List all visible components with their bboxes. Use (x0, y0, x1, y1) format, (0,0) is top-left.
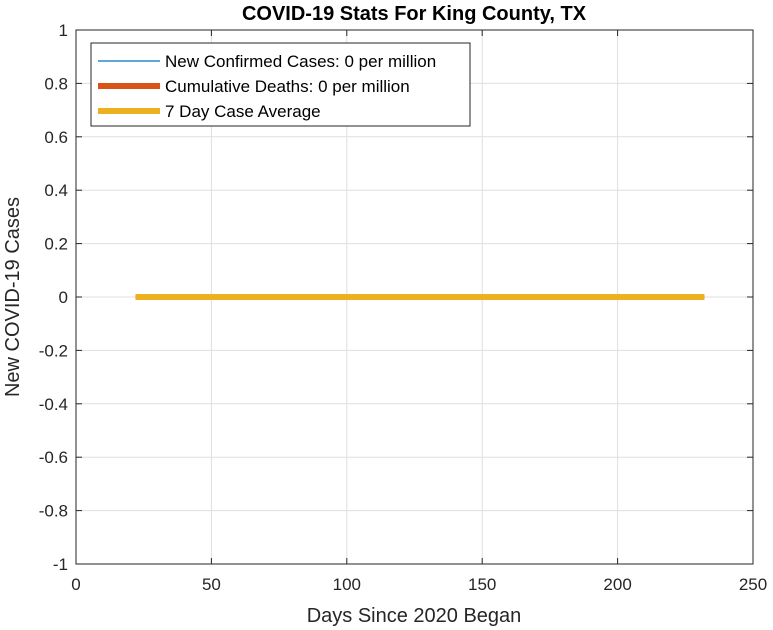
y-tick-label: 0.2 (44, 235, 68, 254)
x-tick-label: 0 (71, 575, 80, 594)
y-tick-label: 0.8 (44, 74, 68, 93)
y-tick-label: -0.4 (39, 395, 68, 414)
y-axis-label: New COVID-19 Cases (2, 197, 24, 397)
y-tick-label: -0.2 (39, 341, 68, 360)
y-tick-label: 0.6 (44, 128, 68, 147)
y-tick-label: 1 (59, 21, 68, 40)
legend-label-1: New Confirmed Cases: 0 per million (165, 52, 436, 71)
x-tick-label: 150 (468, 575, 496, 594)
chart-title: COVID-19 Stats For King County, TX (242, 3, 587, 25)
x-axis-ticks: 0 50 100 150 200 250 (71, 30, 767, 594)
y-tick-label: -0.6 (39, 448, 68, 467)
x-axis-label: Days Since 2020 Began (307, 605, 522, 627)
x-tick-label: 100 (333, 575, 361, 594)
legend: New Confirmed Cases: 0 per million Cumula… (90, 42, 471, 127)
y-tick-label: 0 (59, 288, 68, 307)
y-tick-label: 0.4 (44, 181, 68, 200)
x-tick-label: 250 (739, 575, 767, 594)
legend-label-3: 7 Day Case Average (165, 102, 321, 121)
y-axis-ticks: -1 -0.8 -0.6 -0.4 -0.2 0 0.2 0.4 0.6 0.8 1 (39, 21, 753, 574)
legend-label-2: Cumulative Deaths: 0 per million (165, 77, 410, 96)
y-tick-label: -1 (53, 555, 68, 574)
y-tick-label: -0.8 (39, 502, 68, 521)
x-tick-label: 200 (603, 575, 631, 594)
x-tick-label: 50 (202, 575, 221, 594)
